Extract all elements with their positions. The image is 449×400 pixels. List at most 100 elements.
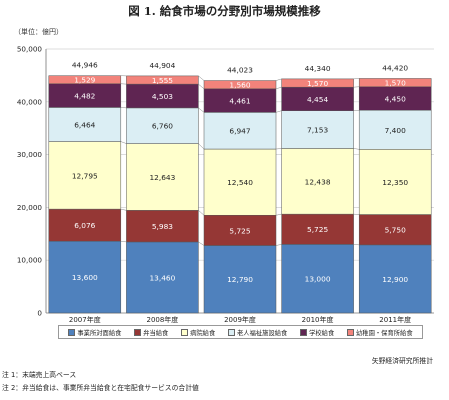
data-label: 13,600: [72, 273, 98, 282]
data-label: 12,790: [227, 275, 253, 284]
bar-segment: [203, 112, 277, 150]
data-label: 5,750: [385, 226, 406, 235]
data-label: 6,947: [229, 127, 250, 136]
legend-swatch: [300, 328, 308, 336]
connector-line: [275, 78, 282, 81]
legend-swatch: [181, 328, 189, 336]
y-tick-label: 20,000: [17, 203, 43, 212]
x-tick-label: 2010年度: [302, 315, 334, 324]
legend-swatch: [346, 328, 354, 336]
data-label: 1,570: [307, 79, 328, 88]
connector-line: [198, 210, 205, 216]
data-label: 5,725: [229, 226, 250, 235]
legend-label: 学校給食: [309, 329, 335, 337]
data-label: 1,529: [74, 76, 95, 85]
bar-segment: [126, 75, 199, 85]
legend-label: 病院給食: [190, 329, 216, 337]
connector-line: [275, 86, 282, 90]
total-label: 44,023: [227, 66, 253, 75]
legend-item: 病院給食: [181, 328, 215, 337]
legend-swatch: [68, 328, 76, 336]
legend-item: 老人福祉施設給食: [227, 328, 288, 337]
connector-line: [353, 244, 360, 246]
data-label: 13,000: [305, 275, 331, 284]
data-label: 13,460: [149, 273, 175, 282]
legend-item: 弁当給食: [134, 328, 168, 337]
data-label: 12,900: [382, 275, 408, 284]
bar-segment: [48, 208, 122, 242]
data-label: 7,153: [307, 126, 328, 135]
data-label: 4,503: [152, 92, 173, 101]
data-label: 4,482: [74, 92, 95, 101]
y-tick-label: 50,000: [17, 45, 43, 54]
bar-segment: [203, 245, 277, 314]
x-tick-label: 2011年度: [379, 315, 411, 324]
legend-label: 幼稚園・保育所給食: [355, 329, 413, 337]
bar-segment: [203, 214, 277, 246]
connector-line: [198, 83, 205, 89]
data-label: 12,438: [305, 177, 331, 186]
data-label: 12,350: [382, 178, 408, 187]
x-tick-label: 2009年度: [224, 315, 256, 324]
note-1: 注 1：末端売上高ベース: [2, 371, 77, 379]
data-label: 6,464: [74, 120, 95, 129]
data-label: 12,540: [227, 178, 253, 187]
x-tick-label: 2008年度: [146, 315, 178, 324]
legend-item: 学校給食: [300, 328, 334, 337]
stacked-bar-chart: 0 10,000 20,000 30,000 40,000 50,000 13,600 6,0…: [17, 45, 434, 324]
data-label: 4,461: [229, 97, 250, 106]
bar-segment: [48, 75, 122, 85]
connector-line: [198, 143, 205, 150]
legend-item: 幼稚園・保育所給食: [346, 328, 413, 337]
bar-segment: [358, 244, 432, 314]
legend-label: 老人福祉施設給食: [236, 329, 288, 337]
data-label: 6,076: [74, 221, 95, 230]
x-tick-label: 2007年度: [69, 315, 101, 324]
data-label: 7,400: [385, 126, 406, 135]
bar-segment: [48, 107, 122, 142]
bar-segment: [358, 214, 432, 246]
legend-swatch: [227, 328, 235, 336]
legend-item: 事業所対面給食: [68, 328, 121, 337]
bar-segment: [126, 210, 199, 243]
bar-segment: [126, 143, 199, 211]
data-label: 1,555: [152, 76, 173, 85]
bar-segment: [126, 241, 199, 314]
bar-segment: [281, 244, 354, 314]
data-label: 4,454: [307, 95, 328, 104]
bar-segment: [358, 109, 432, 150]
connector-line: [198, 107, 205, 113]
data-label: 1,560: [229, 81, 250, 90]
legend-label: 弁当給食: [143, 329, 169, 337]
connector-line: [275, 110, 282, 113]
data-label: 1,570: [385, 79, 406, 88]
bar-segment: [126, 107, 199, 144]
bar-segment: [48, 240, 122, 314]
connector-line: [275, 148, 282, 150]
source-credit: 矢野経済研究所推計: [371, 357, 433, 365]
bar-segment: [281, 78, 354, 88]
bar-segment: [281, 213, 354, 245]
connector-line: [353, 148, 360, 150]
total-label: 44,946: [72, 61, 98, 70]
data-label: 5,983: [152, 222, 173, 231]
connector-line: [120, 240, 127, 243]
data-label: 12,795: [72, 171, 98, 180]
total-label: 44,904: [149, 61, 175, 70]
chart-legend: 事業所対面給食 弁当給食 病院給食 老人福祉施設給食 学校給食 幼稚園・保育所給食: [58, 325, 423, 339]
note-2: 注 2：弁当給食は、事業所弁当給食と在宅配食サービスの合計値: [2, 384, 199, 392]
legend-label: 事業所対面給食: [77, 329, 122, 337]
bar-segment: [48, 141, 122, 210]
y-tick-label: 30,000: [17, 150, 43, 159]
data-label: 5,725: [307, 225, 328, 234]
bar-segment: [358, 78, 432, 88]
legend-swatch: [134, 328, 142, 336]
total-label: 44,420: [382, 63, 408, 72]
data-label: 6,760: [152, 122, 173, 131]
total-label: 44,340: [305, 64, 331, 73]
bar-segment: [203, 148, 277, 216]
bar-segment: [203, 80, 277, 90]
unit-label: （単位：億円）: [14, 28, 63, 36]
y-tick-label: 10,000: [17, 256, 43, 265]
y-tick-label: 40,000: [17, 97, 43, 106]
